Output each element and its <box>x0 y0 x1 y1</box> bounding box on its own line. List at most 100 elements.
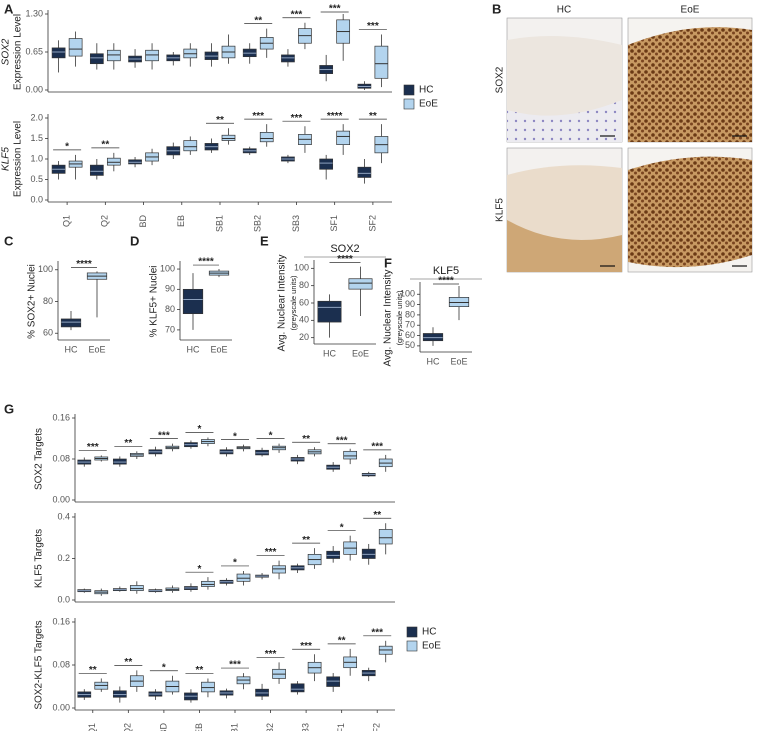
panel-title: SOX2 <box>330 243 359 255</box>
y-axis-label: SOX2 <box>1 38 12 65</box>
y-tick-label: 0.00 <box>52 702 70 712</box>
box <box>317 300 342 323</box>
panel-letter: C <box>4 233 14 248</box>
y-tick-label: 0.65 <box>25 46 43 56</box>
x-tick-label: Q2 <box>123 723 133 731</box>
box <box>106 157 121 166</box>
x-tick-label: SB2 <box>253 215 263 232</box>
x-tick-label: SB3 <box>300 723 310 731</box>
y-tick-label: 0.0 <box>30 194 43 204</box>
box <box>112 458 127 465</box>
x-tick-label: BD <box>138 215 148 228</box>
y-tick-label: 60 <box>299 297 309 307</box>
box <box>112 690 127 698</box>
y-tick-label: 1.5 <box>30 133 43 143</box>
significance-label: ** <box>302 434 310 445</box>
box <box>422 333 444 342</box>
y-tick-label: 80 <box>43 296 53 306</box>
x-tick-label: HC <box>323 348 336 358</box>
y-axis-label: Avg. Nuclear Intensity <box>277 254 288 351</box>
x-tick-label: SB2 <box>265 723 275 731</box>
box <box>336 130 351 145</box>
significance-label: * <box>269 430 273 441</box>
x-tick-label: HC <box>427 356 440 366</box>
y-tick-label: 100 <box>38 264 53 274</box>
y-tick-label: 40 <box>299 315 309 325</box>
row-label: SOX2 <box>495 66 506 93</box>
y-tick-label: 1.30 <box>25 8 43 18</box>
y-tick-label: 100 <box>400 289 415 299</box>
y-tick-label: 0.0 <box>57 594 70 604</box>
y-tick-label: 60 <box>405 330 415 340</box>
box <box>51 47 66 59</box>
x-tick-label: Q1 <box>87 723 97 731</box>
box <box>319 158 334 170</box>
y-tick-label: 0.00 <box>25 84 43 94</box>
significance-label: ** <box>124 438 132 449</box>
box <box>201 681 215 693</box>
significance-label: *** <box>371 627 383 638</box>
legend-label: HC <box>419 85 433 96</box>
y-tick-label: 90 <box>165 284 175 294</box>
tissue <box>507 100 622 142</box>
tissue <box>507 220 622 272</box>
significance-label: *** <box>265 649 277 660</box>
box <box>348 278 373 290</box>
legend-label: HC <box>422 627 436 638</box>
significance-label: *** <box>265 547 277 558</box>
significance-label: ** <box>369 111 377 122</box>
significance-label: **** <box>438 276 454 287</box>
significance-label: **** <box>327 111 343 122</box>
y-tick-label: 90 <box>405 299 415 309</box>
y-axis-label: % SOX2+ Nuclei <box>27 264 38 339</box>
significance-label: ** <box>124 657 132 668</box>
box <box>357 166 372 178</box>
y-axis-label: Avg. Nuclear Intensity <box>383 269 394 366</box>
column-label: HC <box>557 5 571 16</box>
tissue <box>628 156 752 268</box>
y-axis-label: KLF5 <box>1 147 12 171</box>
box <box>106 49 121 62</box>
significance-label: * <box>197 564 201 575</box>
y-tick-label: 80 <box>299 280 309 290</box>
significance-label: * <box>233 558 237 569</box>
tissue <box>628 27 752 143</box>
significance-label: *** <box>252 111 264 122</box>
x-tick-label: SB3 <box>291 215 301 232</box>
x-tick-label: SB1 <box>229 723 239 731</box>
significance-label: ** <box>338 636 346 647</box>
y-tick-label: 70 <box>405 320 415 330</box>
box <box>129 585 144 592</box>
y-axis-label: % KLF5+ Nuclei <box>149 266 160 338</box>
box <box>343 450 358 460</box>
significance-label: ** <box>216 115 224 126</box>
y-tick-label: 0.08 <box>52 659 70 669</box>
box <box>201 580 215 587</box>
micrographs: B HC EoE SOX2 KLF5 <box>492 1 753 273</box>
y-tick-label: 0.08 <box>52 453 70 463</box>
significance-label: *** <box>291 113 303 124</box>
significance-label: ** <box>196 665 204 676</box>
legend-swatch <box>403 84 415 96</box>
column-label: EoE <box>681 5 700 16</box>
x-tick-label: HC <box>187 344 200 354</box>
panel-letter: G <box>4 401 14 416</box>
y-tick-label: 0.00 <box>52 494 70 504</box>
box <box>183 140 198 152</box>
x-tick-label: SF2 <box>367 215 377 232</box>
y-tick-label: 1.0 <box>30 153 43 163</box>
significance-label: * <box>162 662 166 673</box>
panel-letter: F <box>384 255 392 270</box>
y-tick-label: 60 <box>43 328 53 338</box>
significance-label: **** <box>337 254 353 265</box>
significance-label: *** <box>300 641 312 652</box>
box <box>60 318 82 328</box>
significance-label: *** <box>87 442 99 453</box>
legend-swatch <box>406 640 418 652</box>
box <box>326 676 341 687</box>
panel-letter: B <box>492 1 501 16</box>
significance-label: *** <box>329 4 341 15</box>
box <box>378 529 393 545</box>
box <box>236 573 251 582</box>
panel-title: KLF5 <box>433 265 459 277</box>
